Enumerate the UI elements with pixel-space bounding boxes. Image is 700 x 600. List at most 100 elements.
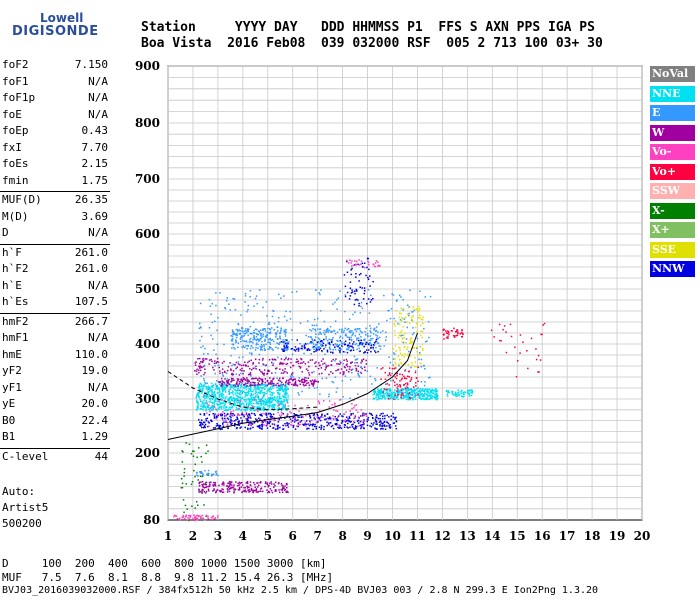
data-point (223, 404, 226, 407)
data-point (393, 330, 396, 332)
data-point (398, 294, 401, 297)
data-point (230, 335, 232, 337)
data-point (216, 357, 219, 360)
data-point (253, 406, 256, 408)
data-point (220, 393, 222, 395)
data-point (376, 388, 379, 390)
data-point (355, 367, 357, 370)
data-point (262, 392, 264, 394)
data-point (199, 475, 202, 478)
data-point (356, 339, 358, 341)
data-point (313, 370, 315, 373)
data-point (263, 328, 265, 330)
data-point (351, 267, 353, 270)
data-point (315, 346, 317, 349)
data-point (315, 380, 318, 383)
data-point (212, 413, 214, 415)
data-point (309, 423, 312, 426)
data-point (318, 333, 320, 336)
data-point (321, 340, 323, 342)
data-point (312, 343, 315, 345)
data-point (395, 300, 398, 302)
data-point (299, 322, 302, 324)
data-point (227, 408, 230, 411)
data-point (293, 421, 296, 423)
data-point (257, 421, 259, 423)
data-point (248, 360, 250, 362)
profile-curve (167, 332, 418, 440)
data-point (212, 490, 214, 492)
data-point (248, 491, 250, 493)
data-point (355, 264, 357, 266)
data-point (215, 304, 217, 307)
param-row: yF2 19.0 (2, 364, 108, 380)
data-point (260, 347, 263, 349)
data-point (322, 358, 324, 360)
data-point (204, 371, 206, 374)
data-point (443, 334, 445, 336)
data-point (243, 405, 246, 407)
data-point (232, 343, 235, 345)
data-point (301, 348, 304, 350)
data-point (330, 360, 333, 362)
x-tick-label: 18 (584, 529, 601, 543)
data-point (249, 417, 252, 419)
data-point (417, 380, 419, 382)
data-point (280, 383, 282, 386)
data-point (319, 331, 321, 333)
data-point (266, 379, 269, 382)
data-point (243, 487, 245, 489)
data-point (340, 341, 343, 343)
data-point (272, 399, 274, 401)
data-point (212, 427, 215, 429)
data-point (218, 383, 221, 386)
data-point (213, 517, 216, 520)
data-point (388, 309, 390, 312)
data-point (208, 404, 210, 406)
data-point (202, 359, 205, 362)
data-point (372, 424, 374, 426)
data-point (271, 398, 274, 400)
data-point (344, 424, 346, 426)
data-point (318, 373, 321, 375)
data-point (337, 369, 339, 371)
data-point (189, 516, 192, 518)
data-point (337, 297, 340, 299)
data-point (369, 329, 371, 332)
data-point (409, 339, 411, 341)
data-point (209, 483, 211, 486)
data-point (230, 369, 232, 371)
data-point (235, 390, 238, 392)
data-point (246, 377, 248, 379)
data-point (366, 370, 369, 372)
data-point (304, 343, 307, 345)
data-point (204, 519, 206, 521)
data-point (174, 515, 177, 517)
data-point (289, 418, 292, 420)
data-point (264, 384, 267, 387)
data-point (200, 385, 203, 388)
data-point (339, 424, 341, 427)
data-point (214, 372, 216, 375)
data-point (337, 368, 340, 371)
data-point (237, 323, 240, 326)
data-point (403, 396, 405, 398)
data-point (284, 339, 287, 341)
data-point (225, 384, 227, 386)
data-point (246, 482, 249, 485)
data-point (404, 321, 406, 323)
data-point (355, 298, 358, 301)
data-point (287, 491, 289, 494)
data-point (271, 491, 274, 494)
data-point (388, 372, 391, 374)
data-point (318, 338, 321, 340)
data-point (219, 428, 222, 431)
data-point (295, 290, 298, 293)
data-point (379, 397, 382, 400)
data-point (301, 362, 303, 364)
data-point (212, 407, 214, 410)
data-point (314, 328, 316, 331)
data-point (232, 338, 234, 340)
data-point (261, 400, 263, 403)
data-point (204, 483, 206, 485)
